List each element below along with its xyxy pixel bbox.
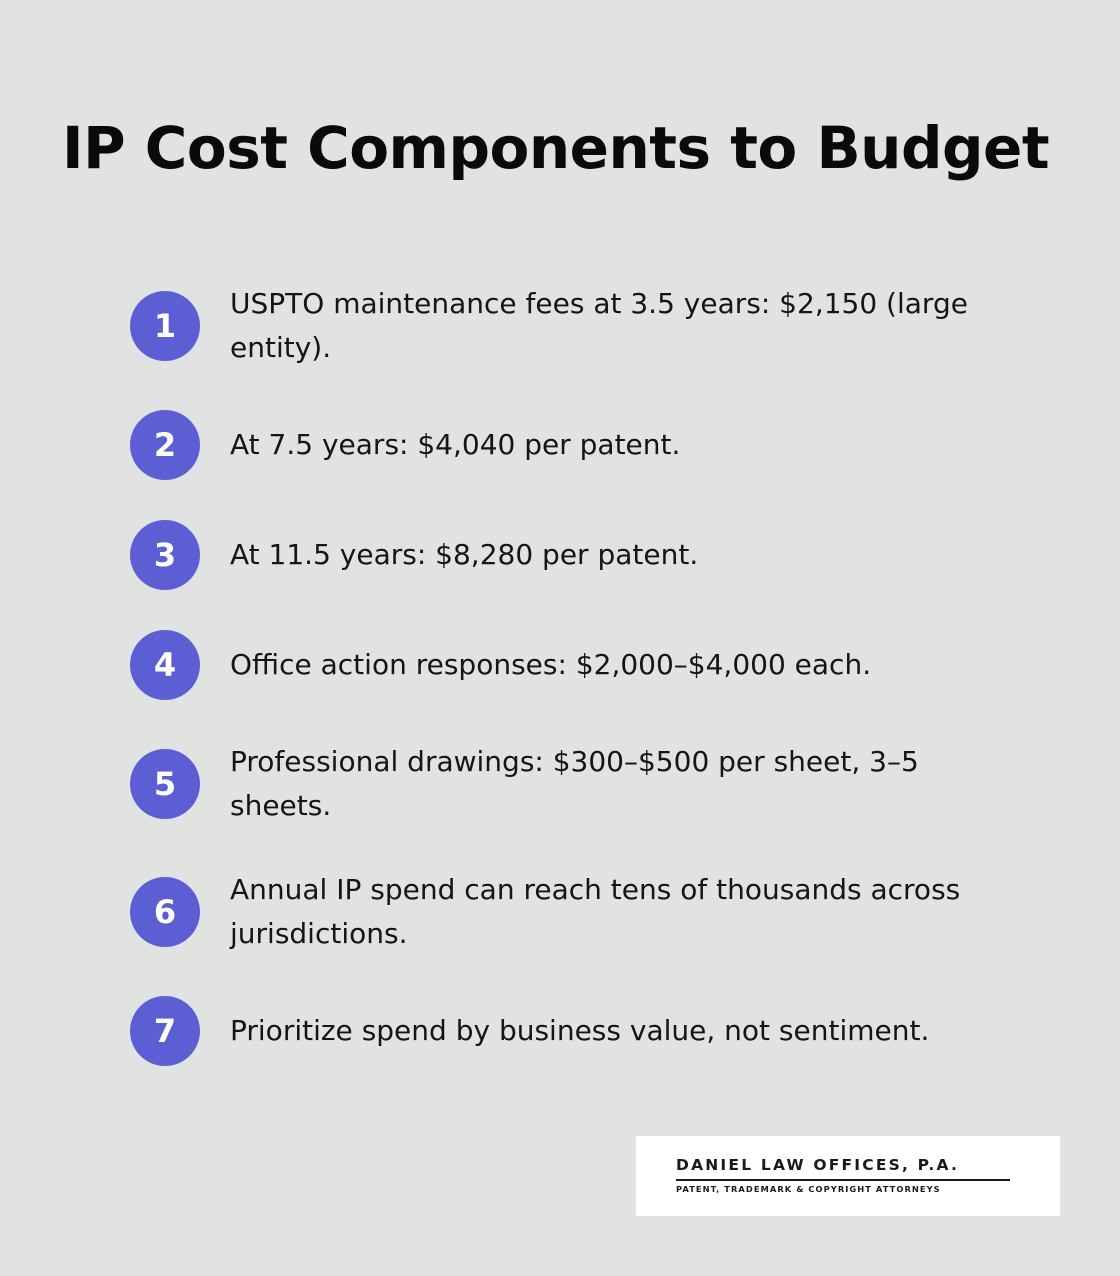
number-badge: 6 (130, 877, 200, 947)
list-item: 4 Office action responses: $2,000–$4,000… (130, 630, 1030, 700)
list-item: 6 Annual IP spend can reach tens of thou… (130, 868, 1030, 956)
logo-firm-name: DANIEL LAW OFFICES, P.A. (676, 1156, 960, 1174)
law-firm-logo: DANIEL LAW OFFICES, P.A. PATENT, TRADEMA… (636, 1136, 1060, 1216)
page-title: IP Cost Components to Budget (62, 114, 1050, 182)
list-item-text: At 11.5 years: $8,280 per patent. (230, 538, 699, 571)
list-item: 2 At 7.5 years: $4,040 per patent. (130, 410, 1030, 480)
list-item-text: Professional drawings: $300–$500 per she… (230, 745, 919, 822)
list-item-text: At 7.5 years: $4,040 per patent. (230, 428, 681, 461)
number-badge: 4 (130, 630, 200, 700)
list-item: 3 At 11.5 years: $8,280 per patent. (130, 520, 1030, 590)
logo-divider (676, 1179, 1010, 1181)
list-item: 5 Professional drawings: $300–$500 per s… (130, 740, 1030, 828)
list-item-text: Office action responses: $2,000–$4,000 e… (230, 648, 872, 681)
list-item-text: Annual IP spend can reach tens of thousa… (230, 873, 961, 950)
number-badge: 7 (130, 996, 200, 1066)
list-item: 1 USPTO maintenance fees at 3.5 years: $… (130, 282, 1030, 370)
number-badge: 2 (130, 410, 200, 480)
list-item-text: USPTO maintenance fees at 3.5 years: $2,… (230, 287, 968, 364)
number-badge: 5 (130, 749, 200, 819)
number-badge: 1 (130, 291, 200, 361)
list-item-text: Prioritize spend by business value, not … (230, 1014, 930, 1047)
logo-tagline: PATENT, TRADEMARK & COPYRIGHT ATTORNEYS (676, 1184, 941, 1194)
list-item: 7 Prioritize spend by business value, no… (130, 996, 1030, 1066)
number-badge: 3 (130, 520, 200, 590)
